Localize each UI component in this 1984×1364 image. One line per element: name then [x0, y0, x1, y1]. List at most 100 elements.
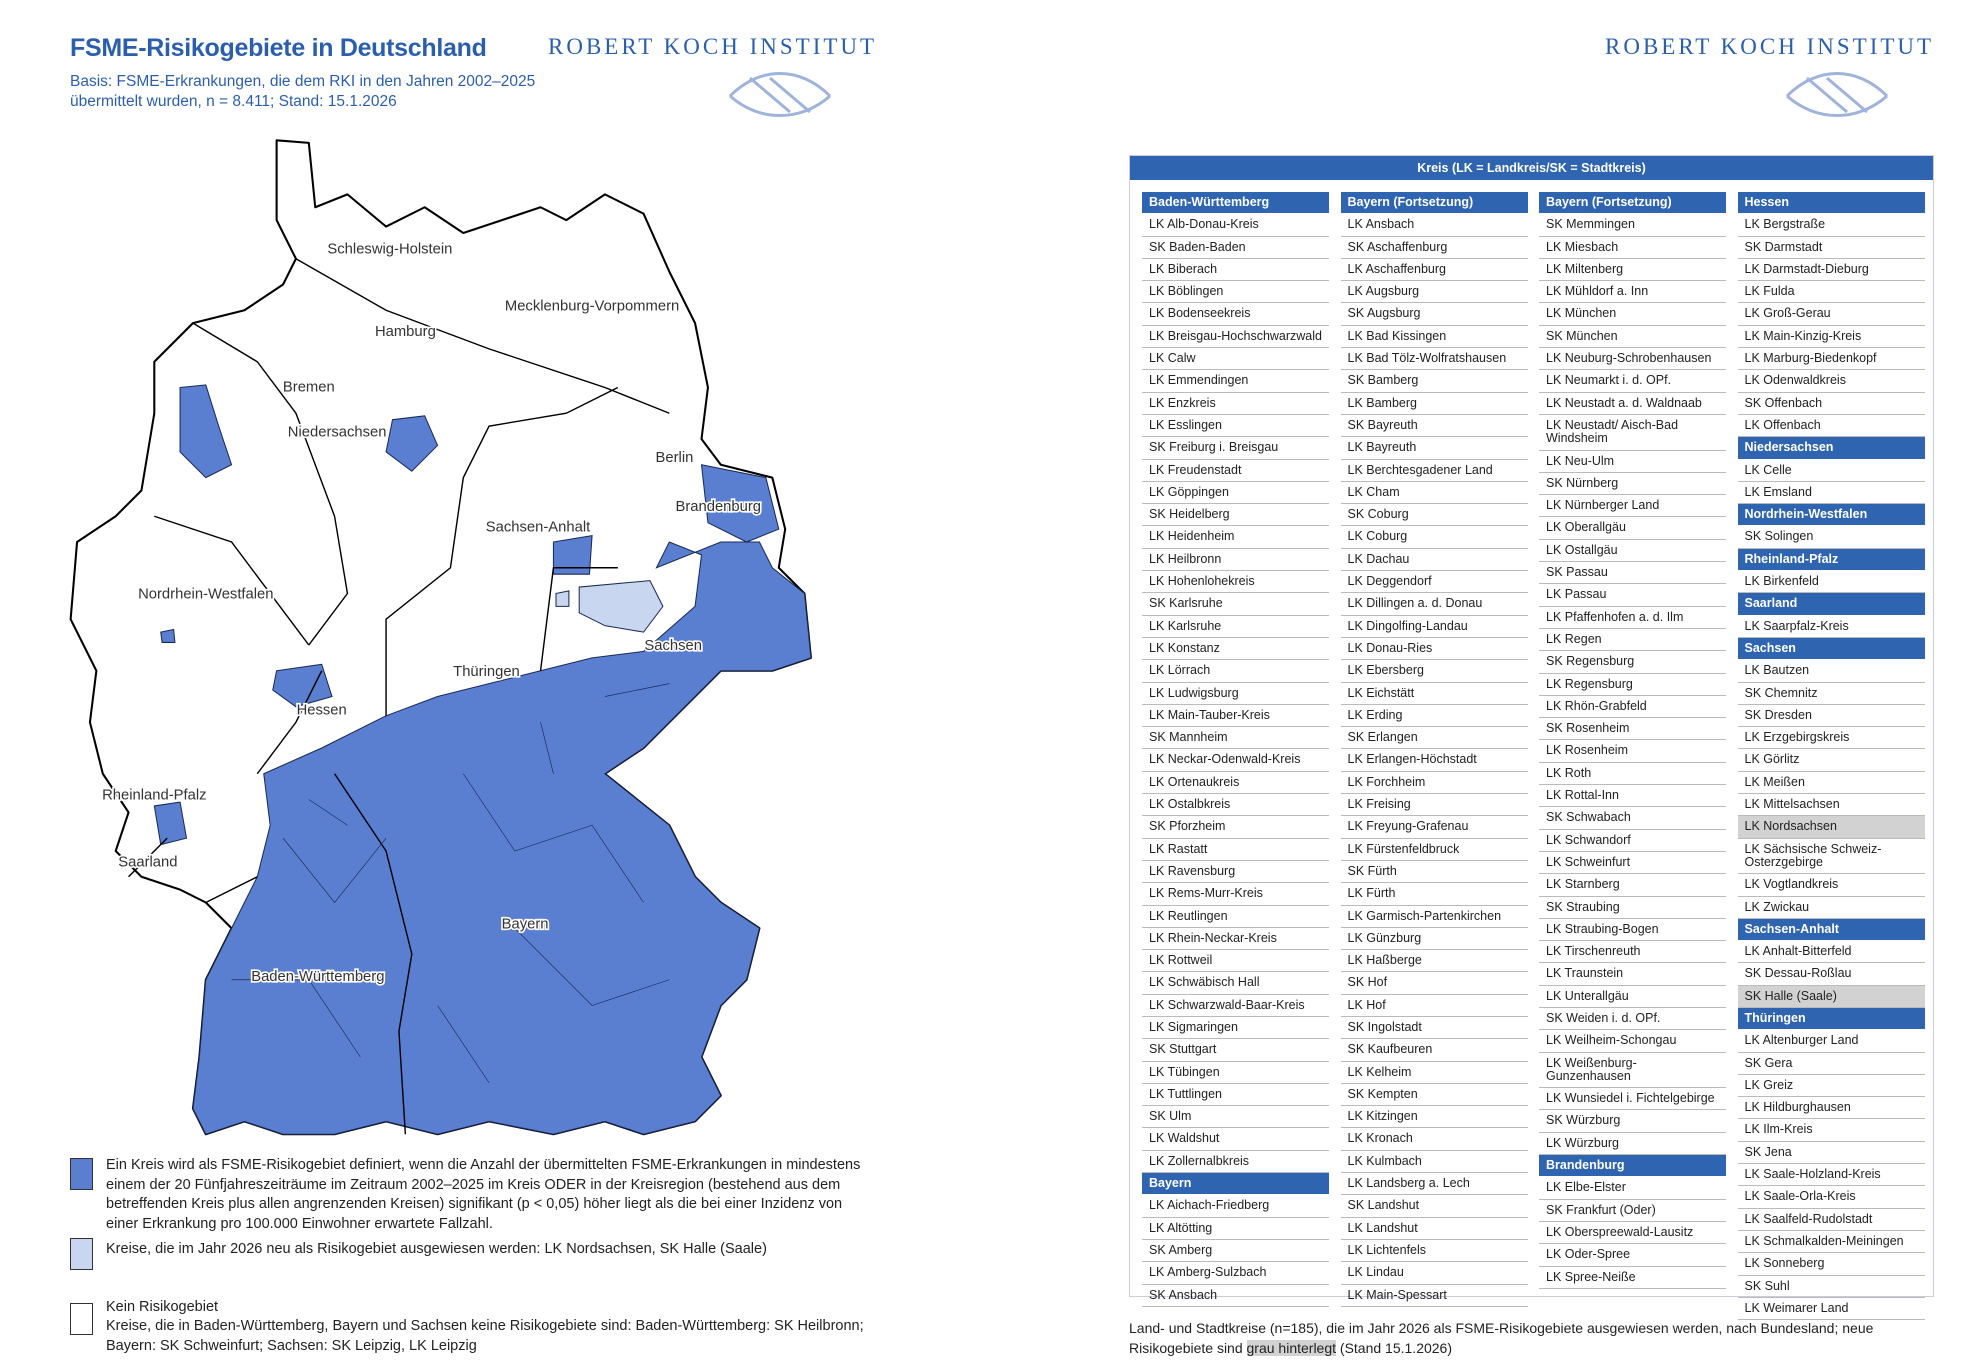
legend-text: Kreise, die in Baden-Württemberg, Bayern… — [106, 1318, 864, 1354]
district: SK Frankfurt (Oder) — [1539, 1200, 1726, 1222]
district: LK Berchtesgadener Land — [1340, 460, 1528, 482]
district: LK Augsburg — [1340, 281, 1528, 304]
district: LK Neustadt a. d. Waldnaab — [1539, 393, 1726, 415]
district: LK Breisgau-Hochschwarzwald — [1142, 326, 1329, 349]
district: LK Rhön-Grabfeld — [1539, 696, 1726, 719]
state-label: Thüringen — [453, 664, 520, 680]
state-label: Sachsen — [644, 638, 702, 654]
district: LK Traunstein — [1539, 963, 1726, 986]
district: LK Neustadt/ Aisch-Bad Windsheim — [1539, 415, 1726, 451]
district: LK Darmstadt-Dieburg — [1737, 259, 1925, 282]
district-table: Kreis (LK = Landkreis/SK = Stadtkreis) B… — [1129, 155, 1934, 1321]
district: LK Lichtenfels — [1340, 1240, 1528, 1263]
district: LK Tübingen — [1142, 1062, 1329, 1084]
district: SK Memmingen — [1539, 214, 1726, 237]
district: LK Heilbronn — [1142, 549, 1329, 572]
district: LK Calw — [1142, 348, 1329, 371]
district: LK Emsland — [1737, 482, 1925, 505]
district: LK Freyung-Grafenau — [1340, 816, 1528, 839]
state-header: Nordrhein-Westfalen — [1737, 504, 1925, 526]
district: SK Bayreuth — [1340, 415, 1528, 438]
district: LK Ravensburg — [1142, 861, 1329, 884]
state-borders — [128, 258, 670, 1135]
district: LK Marburg-Biedenkopf — [1737, 348, 1925, 371]
district: LK Günzburg — [1340, 928, 1528, 951]
district: SK Amberg — [1142, 1240, 1329, 1263]
district: LK Emmendingen — [1142, 370, 1329, 393]
district: LK Fulda — [1737, 281, 1925, 304]
district: SK Stuttgart — [1142, 1039, 1329, 1062]
district: SK Dessau-Roßlau — [1737, 963, 1925, 986]
new-risk-area — [555, 580, 664, 633]
district: LK Göppingen — [1142, 482, 1329, 505]
district: SK Weiden i. d. OPf. — [1539, 1008, 1726, 1031]
district: SK Regensburg — [1539, 651, 1726, 674]
district: LK Schwandorf — [1539, 830, 1726, 852]
district: LK Neuburg-Schrobenhausen — [1539, 348, 1726, 371]
district: LK Aichach-Friedberg — [1142, 1195, 1329, 1218]
district: LK München — [1539, 303, 1726, 326]
district: LK Deggendorf — [1340, 571, 1528, 594]
state-header: Sachsen — [1737, 637, 1925, 660]
district: LK Main-Kinzig-Kreis — [1737, 326, 1925, 349]
district: LK Forchheim — [1340, 772, 1528, 795]
district: LK Weilheim-Schongau — [1539, 1030, 1726, 1053]
district: LK Roth — [1539, 763, 1726, 786]
district: SK Karlsruhe — [1142, 593, 1329, 616]
district: SK Kaufbeuren — [1340, 1039, 1528, 1062]
state-header: Bayern — [1142, 1173, 1329, 1195]
state-header: Brandenburg — [1539, 1155, 1726, 1177]
caption-highlight: grau hinterlegt — [1246, 1340, 1337, 1356]
district: LK Sächsische Schweiz-Osterzgebirge — [1737, 839, 1925, 875]
district: LK Konstanz — [1142, 638, 1329, 661]
state-label: Bremen — [283, 379, 335, 395]
caption-text: Land- und Stadtkreise (n=185), die im Ja… — [1129, 1320, 1874, 1356]
district: LK Würzburg — [1539, 1133, 1726, 1156]
district: LK Nürnberger Land — [1539, 495, 1726, 518]
district: LK Ansbach — [1340, 214, 1528, 237]
district: LK Dingolfing-Landau — [1340, 616, 1528, 638]
legend-swatch — [70, 1158, 93, 1190]
district: SK Passau — [1539, 562, 1726, 585]
district: LK Ilm-Kreis — [1737, 1119, 1925, 1142]
district: LK Rottal-Inn — [1539, 785, 1726, 808]
subtitle: Basis: FSME-Erkrankungen, die dem RKI in… — [70, 72, 535, 112]
state-header: Bayern (Fortsetzung) — [1340, 192, 1528, 214]
district: LK Odenwaldkreis — [1737, 370, 1925, 393]
state-label: Sachsen-Anhalt — [486, 520, 590, 536]
district: LK Altenburger Land — [1737, 1030, 1925, 1053]
state-label: Baden-Württemberg — [251, 969, 384, 985]
district: LK Meißen — [1737, 772, 1925, 795]
district: LK Ostalbkreis — [1142, 794, 1329, 817]
district: LK Donau-Ries — [1340, 638, 1528, 661]
district: LK Weimarer Land — [1737, 1298, 1925, 1321]
district: LK Heidenheim — [1142, 526, 1329, 549]
district: LK Ludwigsburg — [1142, 683, 1329, 705]
district: LK Bad Tölz-Wolfratshausen — [1340, 348, 1528, 371]
district: LK Freudenstadt — [1142, 460, 1329, 482]
district: LK Oder-Spree — [1539, 1244, 1726, 1267]
district: LK Tuttlingen — [1142, 1084, 1329, 1107]
district: LK Oberspreewald-Lausitz — [1539, 1222, 1726, 1245]
district: SK Jena — [1737, 1142, 1925, 1165]
district: LK Zwickau — [1737, 897, 1925, 919]
district: SK Chemnitz — [1737, 683, 1925, 705]
district: LK Kelheim — [1340, 1062, 1528, 1084]
district: SK Offenbach — [1737, 393, 1925, 415]
district: LK Garmisch-Partenkirchen — [1340, 906, 1528, 928]
district: LK Bautzen — [1737, 660, 1925, 683]
district: SK Freiburg i. Breisgau — [1142, 437, 1329, 460]
district: LK Rastatt — [1142, 839, 1329, 861]
legend-text: Ein Kreis wird als FSME-Risikogebiet def… — [106, 1157, 861, 1232]
district: LK Schwarzwald-Baar-Kreis — [1142, 995, 1329, 1017]
district: LK Groß-Gerau — [1737, 303, 1925, 326]
district: LK Dachau — [1340, 549, 1528, 572]
district: LK Landsberg a. Lech — [1340, 1173, 1528, 1196]
district: SK Kempten — [1340, 1084, 1528, 1107]
subtitle-line: übermittelt wurden, n = 8.411; Stand: 15… — [70, 93, 397, 110]
state-label: Rheinland-Pfalz — [102, 787, 206, 803]
district: LK Regen — [1539, 629, 1726, 652]
state-header: Niedersachsen — [1737, 437, 1925, 459]
district: SK Solingen — [1737, 526, 1925, 549]
district: LK Altötting — [1142, 1218, 1329, 1240]
